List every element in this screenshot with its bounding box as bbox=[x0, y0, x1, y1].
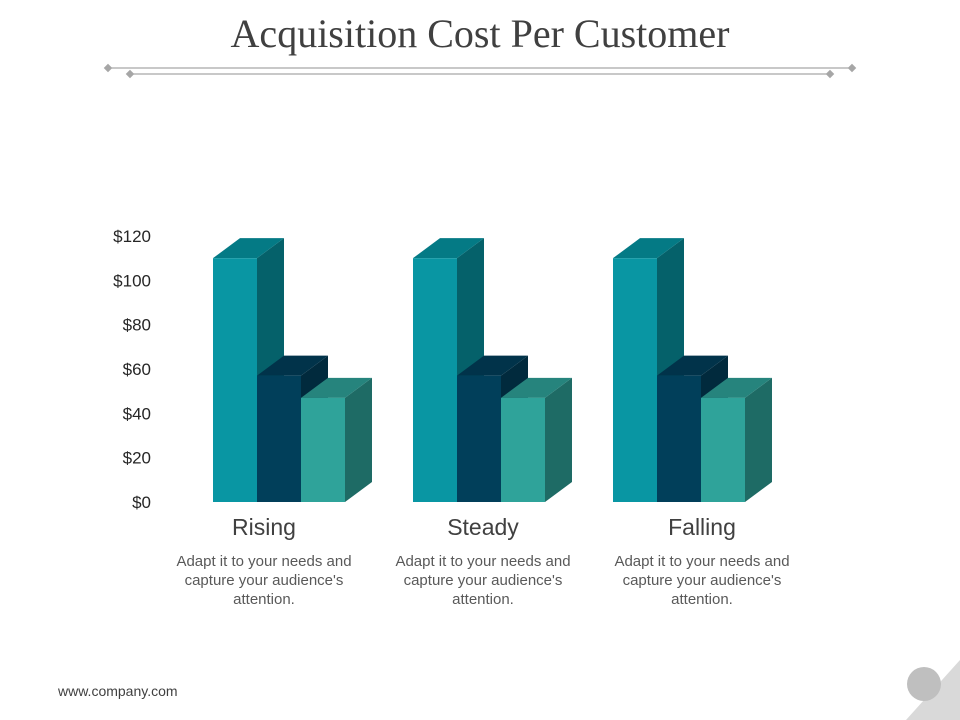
bar-steady-series-3 bbox=[501, 377, 572, 502]
category-label-rising: Rising bbox=[232, 514, 296, 540]
bar-chart: $0 $20 $40 $60 $80 $100 $120 bbox=[113, 227, 772, 512]
y-tick-label: $80 bbox=[123, 316, 151, 335]
category-label-steady: Steady bbox=[447, 514, 519, 540]
category-description-rising: Adapt it to your needs and capture your … bbox=[176, 553, 352, 608]
category-description-steady: Adapt it to your needs and capture your … bbox=[395, 553, 571, 608]
category-label-falling: Falling bbox=[668, 514, 736, 540]
y-tick-label: $20 bbox=[123, 449, 151, 468]
y-tick-label: $120 bbox=[113, 227, 151, 246]
corner-decoration bbox=[906, 660, 960, 720]
slide-title: Acquisition Cost Per Customer bbox=[230, 11, 730, 56]
bar-falling-series-3 bbox=[701, 377, 772, 502]
y-tick-label: $0 bbox=[132, 493, 151, 512]
y-tick-label: $40 bbox=[123, 404, 151, 423]
y-tick-label: $60 bbox=[123, 360, 151, 379]
y-tick-label: $100 bbox=[113, 271, 151, 290]
bar-rising-series-3 bbox=[301, 377, 372, 502]
category-description-falling: Adapt it to your needs and capture your … bbox=[614, 553, 790, 608]
footer-url: www.company.com bbox=[58, 683, 178, 699]
title-divider bbox=[103, 63, 857, 79]
